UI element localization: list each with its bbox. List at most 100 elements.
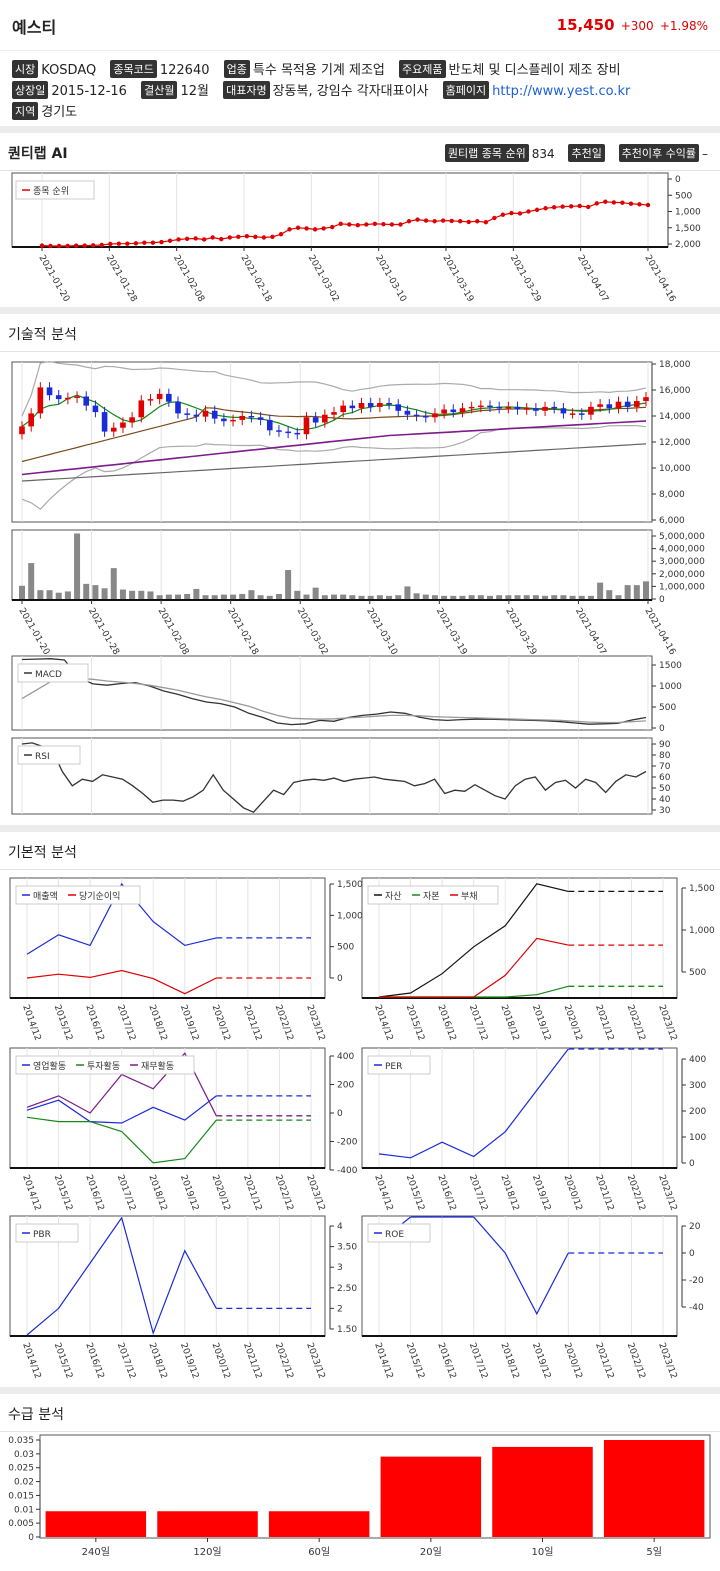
legend-box bbox=[17, 745, 81, 765]
volume-bar bbox=[643, 581, 649, 599]
homepage-link[interactable]: http://www.yest.co.kr bbox=[492, 84, 631, 99]
rank-point bbox=[253, 234, 258, 240]
x-tick-label: 2022/12 bbox=[273, 1174, 295, 1213]
volume-bar bbox=[468, 595, 475, 599]
pbr-tick-label: 1.50 bbox=[337, 1325, 357, 1335]
candle-body bbox=[643, 397, 649, 402]
x-tick-label: 2023/12 bbox=[304, 1004, 326, 1043]
return-badge: 추천이후 수익률 bbox=[618, 144, 699, 162]
x-tick-label: 2020/12 bbox=[562, 1174, 584, 1213]
macd-plot-area bbox=[11, 655, 653, 731]
volume-bar bbox=[312, 587, 319, 599]
supply-tick-label: 0.035 bbox=[8, 1436, 34, 1446]
candle-body bbox=[569, 413, 576, 415]
stock-price: 15,450 bbox=[556, 16, 615, 34]
candle-body bbox=[166, 393, 172, 402]
x-tick-label: 2018/12 bbox=[498, 1342, 520, 1381]
legend-label: 매출액 bbox=[33, 890, 58, 902]
stock-header: 예스티 15,450 +300 +1.98% bbox=[0, 0, 720, 50]
x-tick-label: 2021/12 bbox=[593, 1004, 615, 1043]
x-tick-label: 2015/12 bbox=[52, 1342, 74, 1381]
x-tick-label: 2021/12 bbox=[241, 1004, 263, 1043]
rank-tick-label: 1,000 bbox=[675, 208, 701, 218]
volume-bar bbox=[514, 595, 521, 599]
rank-point bbox=[210, 235, 215, 240]
volume-bar bbox=[156, 595, 163, 599]
x-tick-label: 2022/12 bbox=[273, 1342, 295, 1381]
rsi-tick-label: 50 bbox=[659, 784, 671, 794]
rank-point bbox=[201, 237, 207, 242]
x-tick-label: 2014/12 bbox=[372, 1342, 394, 1381]
price-tick-label: 16,000 bbox=[659, 386, 691, 396]
volume-bar bbox=[83, 583, 90, 599]
assets-series-line bbox=[379, 937, 569, 998]
price-tick-label: 6,000 bbox=[659, 516, 685, 526]
x-tick-label: 2017/12 bbox=[115, 1342, 137, 1381]
x-tick-label: 2021-01-28 bbox=[86, 607, 121, 658]
info-value: KOSDAQ bbox=[41, 63, 97, 78]
candle-body bbox=[266, 419, 273, 431]
x-tick-label: 2021-01-20 bbox=[16, 607, 51, 658]
rank-point bbox=[184, 236, 190, 241]
rank-point bbox=[594, 201, 599, 206]
candle-body bbox=[468, 406, 475, 409]
section-header: 기술적 분석 bbox=[0, 314, 720, 352]
rank-point bbox=[278, 232, 284, 237]
candle-body bbox=[551, 406, 558, 409]
x-tick-label: 2015/12 bbox=[52, 1174, 74, 1213]
rank-point bbox=[287, 227, 292, 232]
volume-bar bbox=[386, 595, 393, 599]
info-row-1: 시장 KOSDAQ 종목코드 122640 업종 특수 목적용 기계 제조업 주요제품… bbox=[12, 59, 631, 78]
x-tick-label: 2015/12 bbox=[404, 1004, 426, 1043]
rsi-line bbox=[21, 742, 647, 813]
volume-bar bbox=[560, 595, 567, 599]
x-tick-label: 2018/12 bbox=[146, 1342, 168, 1381]
volume-bar bbox=[101, 588, 108, 599]
per-tick-label: 0 bbox=[689, 1159, 695, 1169]
rank-point bbox=[133, 241, 139, 246]
rank-point bbox=[543, 206, 548, 211]
section-title: 기본적 분석 bbox=[8, 845, 77, 861]
rank-point bbox=[304, 226, 309, 231]
candle-body bbox=[147, 399, 154, 401]
x-tick-label: 2017/12 bbox=[467, 1342, 489, 1381]
x-tick-label: 2023/12 bbox=[656, 1004, 678, 1043]
x-tick-label: 2019/12 bbox=[530, 1342, 552, 1381]
stock-price-box: 15,450 +300 +1.98% bbox=[557, 16, 708, 34]
volume-plot-area bbox=[11, 529, 653, 601]
sales_profit-tick-label: 0 bbox=[337, 974, 343, 984]
x-tick-label: 2016/12 bbox=[83, 1004, 105, 1043]
candle-body bbox=[294, 432, 301, 435]
rank-point bbox=[193, 236, 198, 241]
candle-body bbox=[193, 414, 200, 417]
x-tick-label: 2021/12 bbox=[593, 1342, 615, 1381]
cashflow-tick-label: 200 bbox=[337, 1081, 354, 1091]
volume-bar bbox=[184, 593, 191, 599]
legend-label: ROE bbox=[385, 1230, 404, 1240]
candle-body bbox=[120, 422, 126, 428]
candle-body bbox=[358, 403, 365, 409]
candle-body bbox=[588, 406, 594, 415]
x-tick-label: 2020/12 bbox=[562, 1342, 584, 1381]
candle-body bbox=[615, 401, 622, 409]
cashflow-tick-label: 400 bbox=[337, 1052, 354, 1062]
candle-body bbox=[322, 414, 328, 423]
price-tick-label: 10,000 bbox=[659, 464, 691, 474]
pbr-tick-label: 3 bbox=[337, 1263, 343, 1273]
x-tick-label: 2019/12 bbox=[178, 1342, 200, 1381]
fundamental-charts: 1,500 1,000 500 0 2014/12 2015/12 2016/12 2017/… bbox=[9, 877, 715, 1381]
candle-body bbox=[28, 413, 34, 427]
candle-body bbox=[202, 410, 209, 417]
rank-point bbox=[551, 205, 557, 210]
volume-bar bbox=[532, 595, 539, 599]
candle-body bbox=[110, 427, 117, 432]
roe-series-line bbox=[378, 1216, 569, 1316]
legend-label: 자산 bbox=[385, 891, 402, 902]
supply-bar bbox=[603, 1440, 705, 1537]
info-tag: 지역 bbox=[12, 102, 39, 120]
rank-point bbox=[116, 241, 122, 246]
rank-point bbox=[534, 207, 540, 213]
rank-point bbox=[406, 219, 412, 224]
x-tick-label: 2022/12 bbox=[273, 1004, 295, 1043]
x-tick-label: 10일 bbox=[532, 1546, 554, 1558]
